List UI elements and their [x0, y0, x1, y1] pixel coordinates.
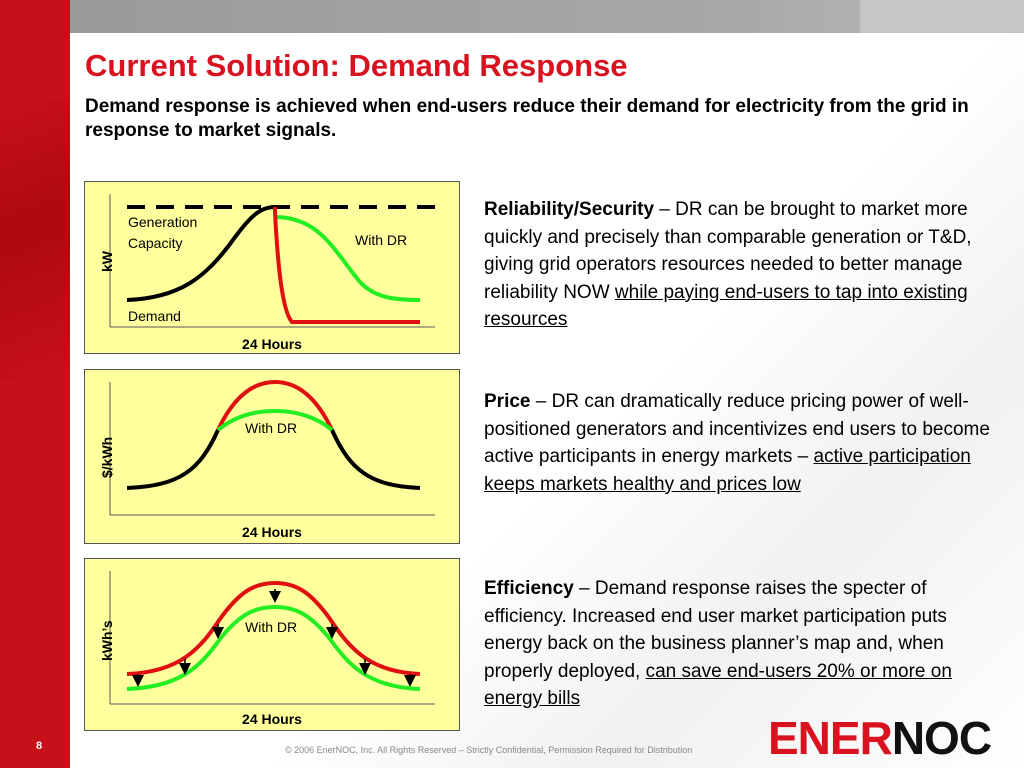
efficiency-heading: Efficiency [484, 578, 574, 599]
price-description: Price – DR can dramatically reduce prici… [484, 388, 1004, 498]
with-dr-green-curve [274, 215, 421, 302]
slide-title: Current Solution: Demand Response [85, 48, 628, 83]
copyright-footer: © 2006 EnerNOC, Inc. All Rights Reserved… [285, 745, 693, 755]
reliability-diagram-svg [109, 194, 435, 328]
price-black-right [330, 429, 421, 490]
demand-curve [126, 205, 276, 302]
slide-subtitle: Demand response is achieved when end-use… [85, 96, 969, 141]
with-dr-label: With DR [245, 420, 298, 436]
x-axis-label: 24 Hours [242, 524, 302, 540]
y-axis-label: kW [99, 251, 115, 272]
x-axis-label: 24 Hours [242, 336, 302, 352]
generation-capacity-label-line1: Generation [128, 214, 198, 230]
left-strip-shading [0, 100, 70, 380]
reliability-underlined: while paying end-users to tap into exist… [484, 281, 968, 331]
price-red-peak [216, 379, 334, 431]
reliability-heading: Reliability/Security [484, 199, 655, 220]
price-heading: Price [484, 391, 531, 412]
demand-label: Demand [128, 308, 181, 324]
x-axis-label: 24 Hours [242, 711, 302, 727]
price-text: – DR can dramatically reduce pricing pow… [484, 391, 990, 467]
efficiency-text: – Demand response raises the specter of … [484, 578, 947, 682]
usage-red-curve [126, 580, 421, 676]
logo-ener: ENER [768, 712, 893, 764]
with-dr-label: With DR [355, 232, 408, 248]
reliability-description: Reliability/Security – DR can be brought… [484, 196, 1004, 334]
top-header-bar-light [860, 0, 1024, 33]
with-dr-label: With DR [245, 619, 298, 635]
price-diagram: $/kWh With DR 24 Hours [84, 369, 460, 544]
logo-noc: NOC [891, 712, 992, 764]
y-axis-label: kWh’s [99, 620, 115, 661]
efficiency-underlined: can save end-users 20% or more on energy… [484, 660, 952, 710]
enernoc-logo: ENERNOC [768, 712, 992, 764]
reliability-diagram: kW Generation Capacity With DR Demand 24… [84, 181, 460, 354]
with-dr-red-curve [273, 207, 420, 324]
price-diagram-svg [109, 379, 435, 516]
efficiency-diagram-svg [109, 571, 435, 705]
generation-capacity-label-line2: Capacity [128, 235, 183, 251]
left-accent-strip [0, 0, 70, 768]
reliability-text: – DR can be brought to market more quick… [484, 199, 972, 303]
efficiency-diagram: kWh’s With DR 24 Hours [84, 558, 460, 731]
efficiency-description: Efficiency – Demand response raises the … [484, 575, 1004, 713]
y-axis-label: $/kWh [99, 436, 115, 478]
page-number: 8 [36, 740, 43, 752]
usage-green-curve [126, 604, 421, 691]
reduction-arrows [132, 589, 416, 687]
price-underlined: active participation keeps markets healt… [484, 446, 971, 495]
price-green-reduced [216, 408, 334, 432]
price-black-left [126, 429, 220, 490]
